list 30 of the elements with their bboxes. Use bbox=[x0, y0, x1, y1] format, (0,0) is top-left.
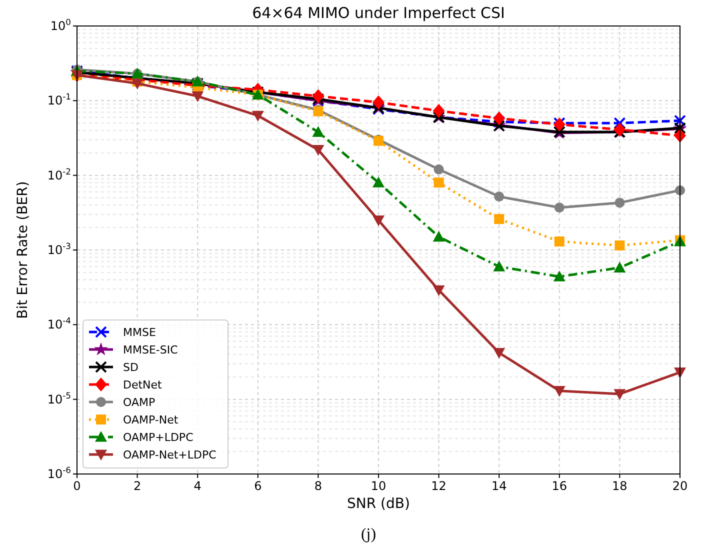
x-tick-label: 10 bbox=[370, 479, 386, 493]
x-tick-label: 4 bbox=[194, 479, 202, 493]
legend-label: SD bbox=[123, 361, 138, 374]
x-tick-label: 0 bbox=[73, 479, 81, 493]
legend-label: OAMP bbox=[123, 396, 156, 409]
legend-label: OAMP-Net bbox=[123, 414, 179, 426]
y-tick-label: 10$^{-4}$ bbox=[47, 316, 71, 332]
y-tick-label: 10$^{-6}$ bbox=[47, 465, 71, 481]
legend-label: MMSE bbox=[123, 326, 156, 339]
x-tick-label: 14 bbox=[491, 479, 507, 493]
x-tick-label: 2 bbox=[133, 479, 142, 493]
x-tick-label: 20 bbox=[672, 479, 688, 493]
legend-label: MMSE-SIC bbox=[123, 344, 178, 356]
x-axis-title: SNR (dB) bbox=[347, 496, 410, 512]
x-tick-label: 18 bbox=[612, 479, 628, 493]
y-tick-label: 10$^{-2}$ bbox=[47, 166, 71, 182]
x-tick-label: 6 bbox=[254, 479, 262, 493]
legend-label: DetNet bbox=[123, 378, 163, 392]
legend-label: OAMP+LDPC bbox=[123, 431, 194, 444]
chart-title: 64×64 MIMO under Imperfect CSI bbox=[252, 4, 505, 22]
x-tick-label: 8 bbox=[314, 479, 322, 493]
text: (j) bbox=[360, 526, 376, 543]
y-tick-label: 10$^{0}$ bbox=[50, 17, 71, 33]
x-tick-label: 12 bbox=[431, 479, 446, 493]
y-tick-label: 10$^{-3}$ bbox=[47, 241, 71, 257]
legend-label: OAMP-Net+LDPC bbox=[123, 448, 217, 462]
y-axis-title: Bit Error Rate (BER) bbox=[15, 181, 31, 319]
y-tick-label: 10$^{-1}$ bbox=[47, 92, 71, 108]
x-tick-label: 16 bbox=[552, 479, 568, 493]
y-tick-label: 10$^{-5}$ bbox=[47, 390, 71, 406]
